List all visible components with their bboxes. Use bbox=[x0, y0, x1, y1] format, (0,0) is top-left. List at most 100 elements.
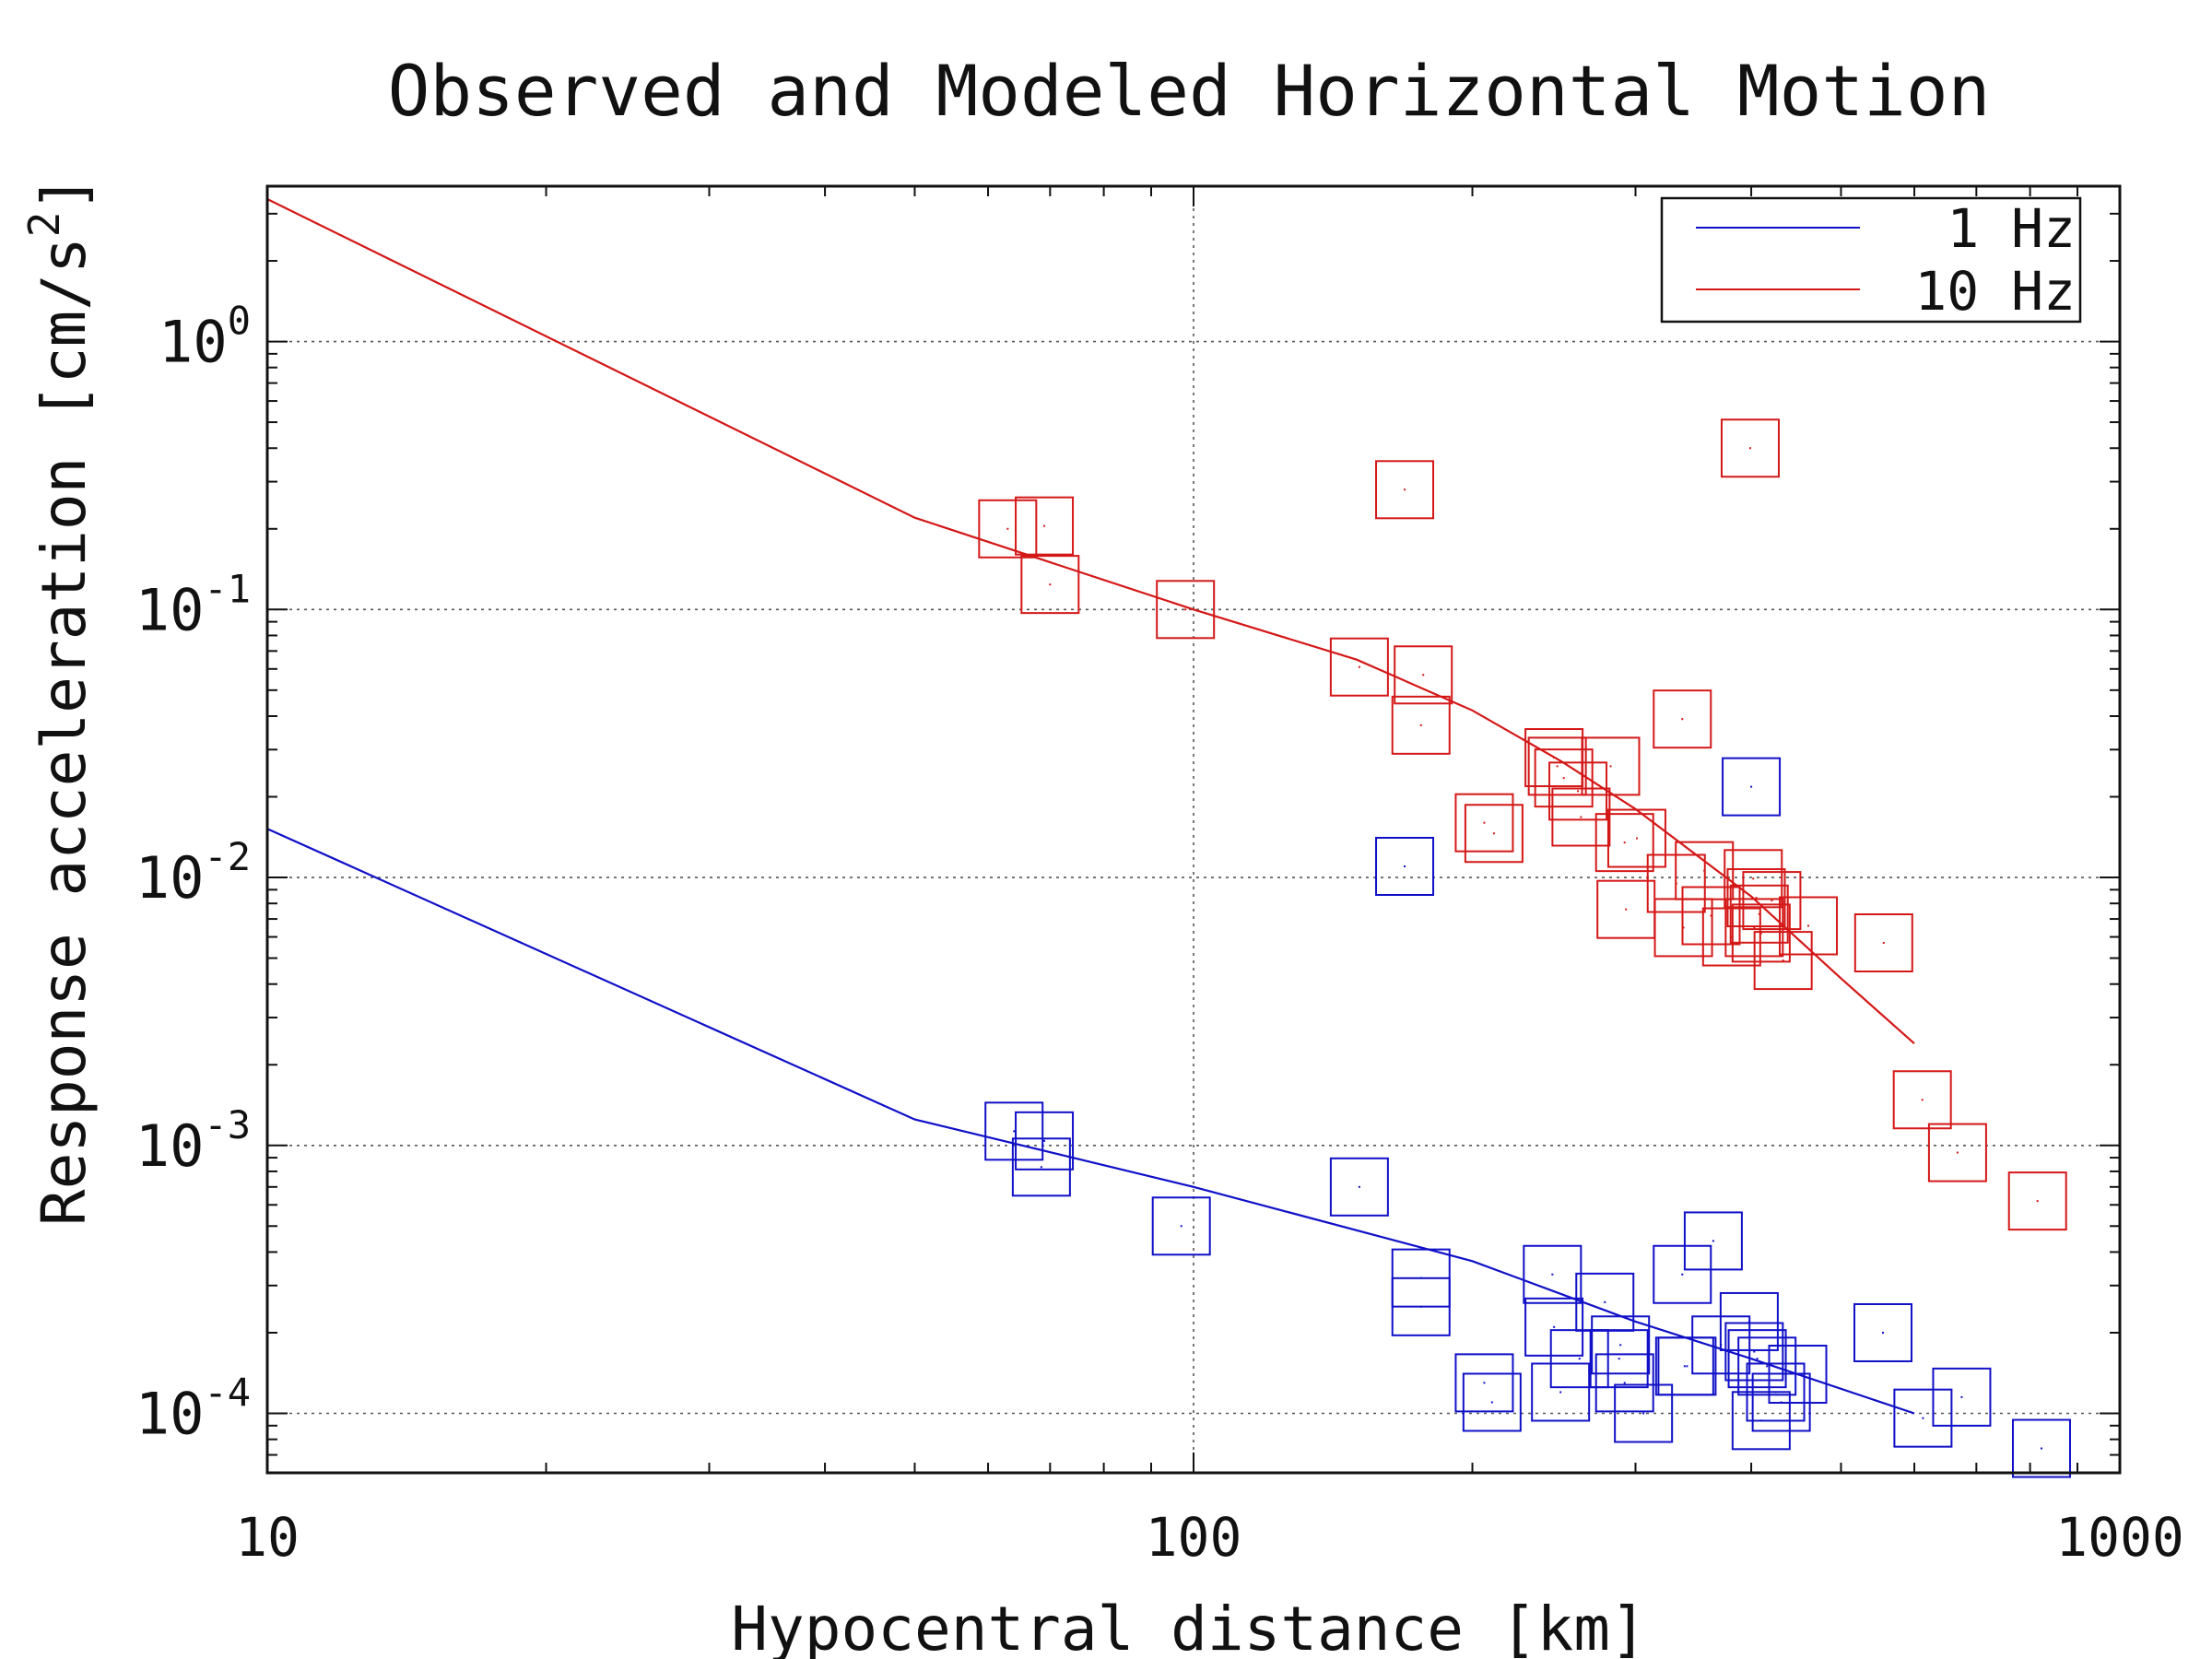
data-point-1hz bbox=[1737, 1336, 1797, 1396]
data-point-1hz bbox=[1151, 1196, 1211, 1256]
data-point-center-10hz bbox=[1748, 447, 1751, 450]
data-point-center-10hz bbox=[1682, 926, 1685, 929]
axis-ticks bbox=[266, 186, 2120, 1474]
y-tick-label: 100 bbox=[159, 299, 251, 376]
y-tick-label: 10-1 bbox=[135, 566, 251, 643]
data-point-center-1hz bbox=[1681, 1273, 1684, 1276]
model-line-1hz bbox=[266, 828, 1915, 1415]
data-point-10hz bbox=[1675, 841, 1735, 900]
data-point-center-1hz bbox=[1404, 865, 1406, 867]
data-point-center-10hz bbox=[1921, 1099, 1924, 1101]
data-point-center-1hz bbox=[1040, 1166, 1042, 1169]
data-point-center-10hz bbox=[1710, 914, 1712, 917]
data-point-1hz bbox=[1751, 1372, 1811, 1432]
data-point-10hz bbox=[1853, 913, 1913, 973]
data-point-center-1hz bbox=[1747, 1320, 1750, 1323]
data-point-center-10hz bbox=[1681, 718, 1684, 721]
data-point-10hz bbox=[1701, 907, 1761, 967]
y-tick-label-exponent: -1 bbox=[204, 566, 251, 611]
data-point-1hz bbox=[1015, 1111, 1075, 1171]
data-point-center-10hz bbox=[1807, 924, 1810, 927]
data-point-10hz bbox=[1375, 460, 1435, 520]
data-point-10hz bbox=[1594, 813, 1654, 873]
data-point-1hz bbox=[1391, 1277, 1451, 1336]
data-point-10hz bbox=[978, 499, 1038, 559]
data-point-1hz bbox=[1724, 1322, 1784, 1382]
y-tick-label-base: 10 bbox=[135, 1381, 205, 1448]
data-point-1hz bbox=[1893, 1388, 1953, 1448]
grid-lines bbox=[267, 186, 2120, 1473]
y-tick-label: 10-3 bbox=[135, 1102, 251, 1180]
data-point-center-1hz bbox=[1750, 785, 1753, 788]
data-point-10hz bbox=[1681, 886, 1741, 946]
data-point-center-1hz bbox=[1578, 1358, 1581, 1360]
data-point-center-10hz bbox=[1755, 897, 1758, 900]
data-point-1hz bbox=[1524, 1297, 1584, 1357]
y-tick-label-exponent: -3 bbox=[204, 1102, 251, 1147]
chart-title: Observed and Modeled Horizontal Motion bbox=[388, 50, 1991, 132]
data-point-1hz bbox=[1011, 1137, 1071, 1197]
y-tick-label-base: 10 bbox=[159, 309, 228, 376]
y-tick-label: 10-2 bbox=[135, 834, 251, 912]
x-tick-label: 100 bbox=[1146, 1506, 1242, 1569]
data-point-10hz bbox=[1581, 736, 1641, 796]
y-tick-label-base: 10 bbox=[135, 1112, 205, 1180]
y-tick-label-base: 10 bbox=[135, 844, 205, 912]
y-axis-label-main: Response acceleration [cm/s bbox=[29, 237, 100, 1226]
data-point-center-10hz bbox=[1623, 841, 1626, 844]
data-point-center-10hz bbox=[1483, 821, 1486, 824]
data-point-1hz bbox=[1329, 1157, 1389, 1217]
data-point-1hz bbox=[1727, 1329, 1787, 1389]
legend-label-1hz: 1 Hz bbox=[1947, 197, 2076, 260]
data-point-center-1hz bbox=[1180, 1225, 1182, 1228]
data-point-center-1hz bbox=[1618, 1358, 1620, 1360]
x-tick-label: 10 bbox=[235, 1506, 300, 1569]
data-point-center-1hz bbox=[1766, 1365, 1769, 1368]
data-point-center-1hz bbox=[1043, 1139, 1046, 1142]
data-point-center-10hz bbox=[1006, 527, 1009, 530]
x-axis-label: Hypocentral distance [km] bbox=[731, 1594, 1646, 1659]
data-point-1hz bbox=[1531, 1362, 1591, 1422]
data-point-10hz bbox=[2007, 1171, 2067, 1231]
data-point-center-10hz bbox=[1771, 900, 1773, 902]
data-point-center-10hz bbox=[1043, 524, 1046, 527]
y-axis-label-suffix: ] bbox=[29, 175, 100, 212]
data-point-1hz bbox=[1657, 1336, 1717, 1396]
data-point-center-10hz bbox=[1609, 765, 1612, 768]
model-line-10hz bbox=[266, 198, 1915, 1045]
series-10hz bbox=[266, 198, 2067, 1231]
data-point-center-1hz bbox=[1686, 1365, 1688, 1368]
data-point-center-10hz bbox=[1562, 777, 1565, 780]
data-point-1hz bbox=[1746, 1362, 1806, 1422]
data-point-center-10hz bbox=[1404, 488, 1406, 491]
series-1hz bbox=[266, 757, 2071, 1478]
y-axis-label-superscript: 2 bbox=[19, 212, 69, 238]
data-point-center-10hz bbox=[1553, 757, 1556, 759]
data-point-center-10hz bbox=[1184, 608, 1187, 611]
data-point-10hz bbox=[1653, 689, 1712, 749]
data-point-center-10hz bbox=[1882, 942, 1885, 945]
data-point-center-10hz bbox=[1759, 932, 1762, 935]
data-point-center-10hz bbox=[1956, 1151, 1959, 1154]
legend-label-10hz: 10 Hz bbox=[1914, 260, 2076, 323]
data-point-1hz bbox=[1653, 1244, 1712, 1304]
data-point-10hz bbox=[1015, 496, 1075, 556]
data-point-1hz bbox=[1589, 1329, 1649, 1389]
data-point-center-1hz bbox=[1683, 1365, 1686, 1368]
data-point-center-10hz bbox=[1049, 583, 1052, 586]
data-point-10hz bbox=[1329, 637, 1389, 697]
data-point-1hz bbox=[1594, 1353, 1654, 1413]
data-point-10hz bbox=[1551, 787, 1611, 847]
data-point-center-1hz bbox=[1490, 1401, 1493, 1404]
data-point-1hz bbox=[1719, 1291, 1779, 1351]
data-point-center-1hz bbox=[1553, 1325, 1556, 1328]
data-point-10hz bbox=[1391, 695, 1451, 755]
data-point-center-10hz bbox=[1625, 908, 1628, 911]
data-point-center-10hz bbox=[1753, 926, 1756, 929]
data-point-center-10hz bbox=[2036, 1200, 2039, 1203]
data-point-1hz bbox=[1614, 1383, 1674, 1443]
data-point-1hz bbox=[1853, 1302, 1913, 1362]
data-point-center-1hz bbox=[1780, 1401, 1783, 1404]
